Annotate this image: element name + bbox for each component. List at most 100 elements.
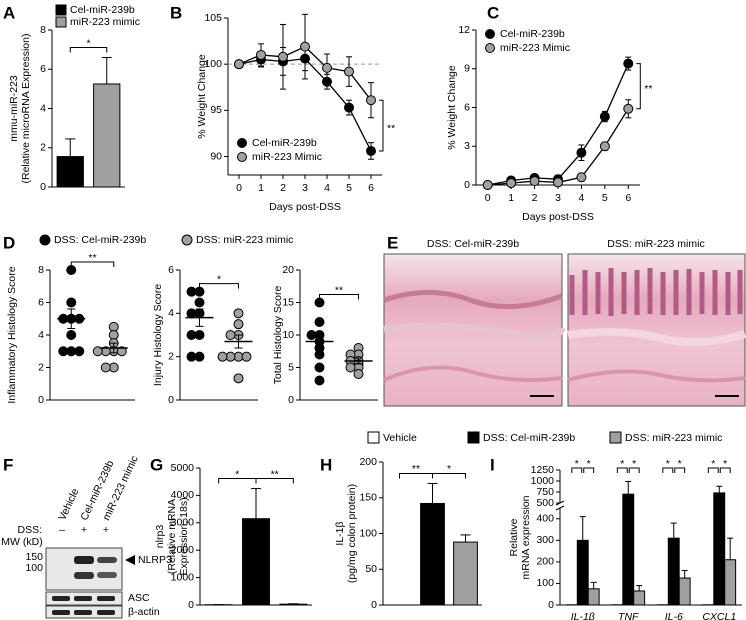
y-tick-label: 2 <box>38 361 44 373</box>
legend-swatch <box>55 4 67 16</box>
y-tick-label: 300 <box>536 534 554 546</box>
x-tick-label: 6 <box>625 192 631 204</box>
y-axis-label: Relative <box>508 518 520 556</box>
y-tick-label: 10 <box>282 329 294 341</box>
legend-swatch <box>367 431 380 444</box>
x-tick-label: 4 <box>579 192 585 204</box>
significance-label: * <box>632 458 636 470</box>
y-tick-label: 50 <box>365 563 377 575</box>
bar <box>56 156 84 188</box>
marker <box>623 58 634 69</box>
panel-letter: D <box>3 233 15 252</box>
significance-label: * <box>666 458 670 470</box>
significance-bracket <box>674 467 686 473</box>
panel-letter: B <box>170 3 182 22</box>
y-tick-label: 6 <box>168 264 174 276</box>
y-axis-label: (Relative mRNA <box>166 499 178 574</box>
significance-label: * <box>575 458 579 470</box>
legend-swatch <box>55 16 67 28</box>
panel-letter: C <box>487 3 499 22</box>
marker <box>278 51 288 62</box>
legend-label: DSS: miR-223 mimic <box>196 234 293 246</box>
x-axis-label: Days post-DSS <box>269 201 341 213</box>
legend-label: DSS: Cel-miR-239b <box>483 432 575 444</box>
x-tick-label: CXCL1 <box>702 611 736 620</box>
y-tick-label: 6 <box>40 63 46 75</box>
y-axis-label: mRNA expression <box>520 495 532 579</box>
y-tick-label: 4 <box>168 307 174 319</box>
significance-bracket <box>319 294 359 300</box>
data-point <box>186 330 197 340</box>
bar <box>587 588 600 606</box>
axis-break <box>555 505 565 511</box>
marker <box>300 41 310 52</box>
y-axis-label: % Weight Change <box>446 65 458 150</box>
y-tick-label: 3000 <box>171 517 195 529</box>
data-point <box>233 319 244 330</box>
data-point <box>314 349 325 360</box>
data-point <box>66 330 77 340</box>
histology-image <box>383 253 566 407</box>
band-label: NLRP3 <box>138 554 172 566</box>
bar <box>633 590 646 606</box>
bar <box>93 83 121 188</box>
y-tick-label: 0 <box>188 599 194 611</box>
data-point <box>314 362 325 373</box>
data-point <box>74 346 85 357</box>
y-tick-label: 12 <box>458 24 470 36</box>
bar <box>279 603 308 606</box>
x-tick-label: 2 <box>532 192 538 204</box>
x-tick-label: 5 <box>346 182 352 194</box>
marker <box>234 59 244 70</box>
y-tick-label: 6 <box>464 101 470 113</box>
series-line <box>487 63 629 186</box>
bar <box>576 539 589 606</box>
panel-letter: H <box>320 455 332 474</box>
y-tick-label: 2 <box>40 142 46 154</box>
y-tick-label: 200 <box>359 456 377 468</box>
legend-label: miR-223 Mimic <box>252 151 322 163</box>
y-tick-label: 105 <box>204 12 222 24</box>
treatment: – <box>59 524 65 536</box>
marker <box>366 95 376 106</box>
significance-label: * <box>678 458 682 470</box>
significance-label: * <box>620 458 624 470</box>
significance-label: ** <box>412 463 420 475</box>
y-tick-label: 2 <box>168 350 174 362</box>
data-point <box>92 346 103 357</box>
blot-strip <box>45 547 135 591</box>
y-tick-label: 1000 <box>531 475 555 487</box>
bar <box>622 493 635 606</box>
x-tick-label: 3 <box>302 182 308 194</box>
data-point <box>186 351 197 362</box>
y-axis-label: Inflammatory Histology Score <box>6 266 18 403</box>
data-point <box>353 369 364 379</box>
x-tick-label: 0 <box>485 192 491 204</box>
y-tick-label: 8 <box>40 24 46 36</box>
y-tick-label: 3 <box>464 140 470 152</box>
y-axis-label: (Relative microRNA Expression) <box>20 34 32 184</box>
significance-bracket <box>636 63 641 110</box>
legend-swatch <box>609 431 622 444</box>
y-tick-label: 6 <box>38 296 44 308</box>
marker <box>623 103 634 114</box>
y-tick-label: 150 <box>359 492 377 504</box>
significance-label: * <box>447 463 451 475</box>
marker <box>344 102 354 113</box>
y-axis-label: Expression, 18s) <box>178 497 190 575</box>
marker <box>344 66 354 77</box>
legend-marker <box>237 138 247 148</box>
mw-marker: 150 <box>25 551 43 563</box>
y-tick-label: 400 <box>536 513 554 525</box>
treatment: + <box>103 524 109 536</box>
marker <box>256 49 266 60</box>
y-axis-label: Injury Histology Score <box>152 284 164 386</box>
bar <box>242 518 270 606</box>
y-tick-label: 8 <box>38 264 44 276</box>
significance-bracket <box>69 46 108 53</box>
y-axis-label: Total Histology Score <box>272 286 284 385</box>
image-title: DSS: Cel-miR-239b <box>427 238 519 250</box>
data-point <box>116 346 127 357</box>
y-tick-label: 0 <box>168 394 174 406</box>
y-tick-label: 0 <box>38 394 44 406</box>
